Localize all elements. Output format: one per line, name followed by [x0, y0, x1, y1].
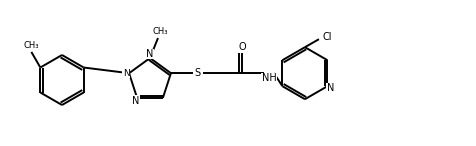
Text: CH₃: CH₃: [152, 27, 168, 36]
Text: NH: NH: [261, 73, 276, 83]
Text: Cl: Cl: [322, 32, 332, 42]
Text: N: N: [327, 83, 334, 93]
Text: O: O: [238, 42, 246, 52]
Text: N: N: [146, 49, 154, 59]
Text: N: N: [123, 69, 129, 78]
Text: N: N: [132, 96, 140, 106]
Text: S: S: [195, 68, 201, 78]
Text: CH₃: CH₃: [24, 41, 39, 50]
